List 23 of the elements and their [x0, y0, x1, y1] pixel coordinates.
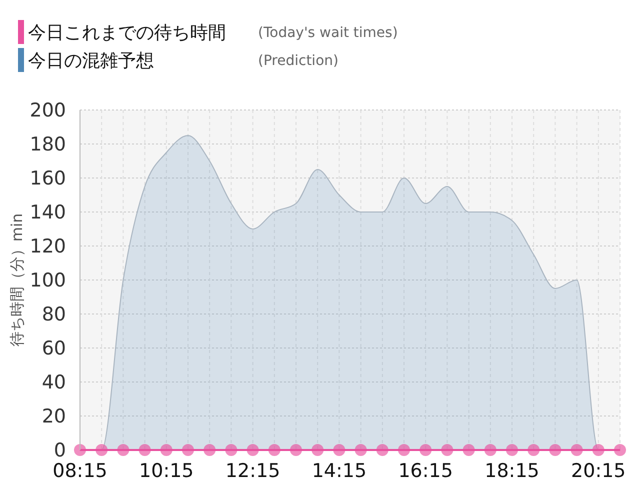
x-tick-label: 14:15 [312, 460, 367, 482]
x-tick-label: 20:15 [571, 460, 626, 482]
y-tick-label: 20 [42, 406, 66, 428]
y-tick-label: 40 [42, 372, 66, 394]
y-tick-label: 80 [42, 304, 66, 326]
y-tick-label: 0 [54, 440, 66, 462]
y-tick-label: 60 [42, 338, 66, 360]
x-tick-label: 08:15 [52, 460, 108, 482]
x-tick-label: 12:15 [225, 460, 280, 482]
y-tick-label: 120 [30, 236, 66, 258]
x-tick-label: 10:15 [139, 460, 194, 482]
y-axis-title: 待ち時間（分）min [8, 213, 26, 347]
y-tick-label: 200 [30, 100, 66, 122]
text: (Today's wait times) [258, 24, 398, 41]
y-tick-label: 140 [30, 202, 66, 224]
x-tick-label: 18:15 [484, 460, 540, 482]
text: (Prediction) [258, 52, 338, 69]
y-tick-label: 100 [30, 270, 66, 292]
y-tick-label: 180 [30, 134, 66, 156]
legend-label: 今日の混雑予想 [28, 50, 154, 72]
y-tick-label: 160 [30, 168, 66, 190]
legend-label: 今日これまでの待ち時間 [28, 22, 226, 44]
x-tick-label: 16:15 [398, 460, 453, 482]
